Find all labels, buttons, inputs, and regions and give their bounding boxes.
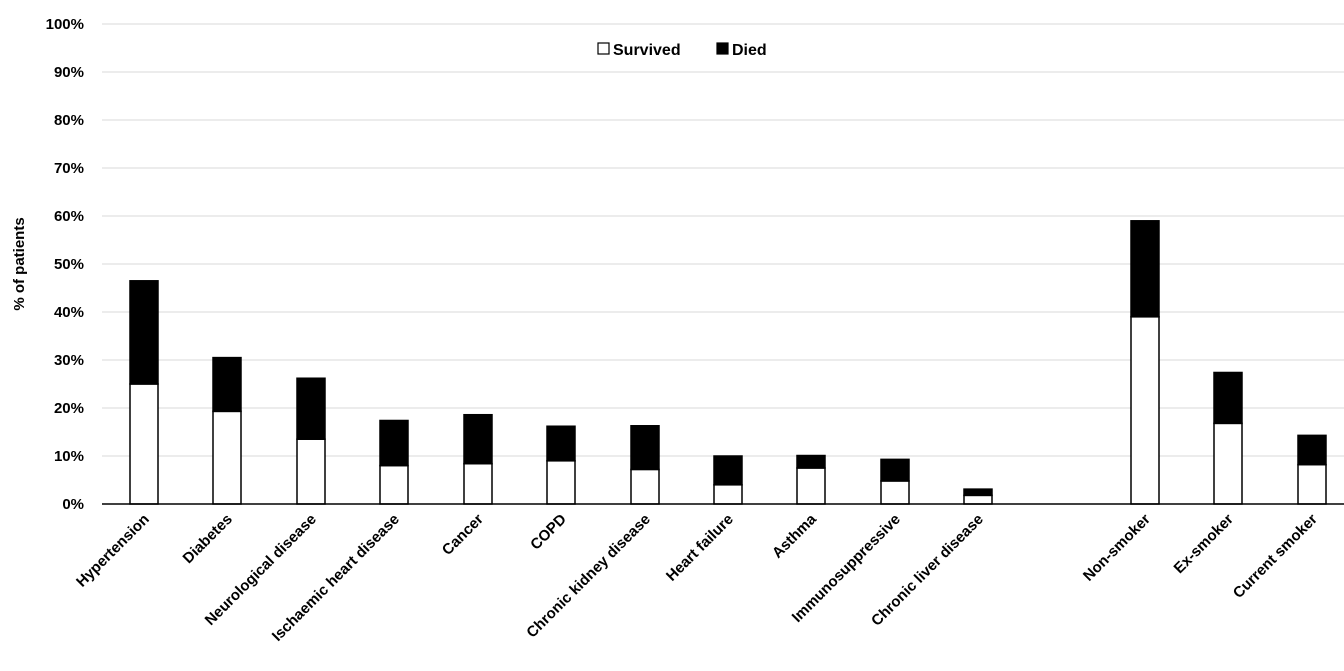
bar-survived-ischaemic-heart-disease [380, 466, 408, 504]
legend-died-label: Died [732, 42, 767, 59]
bar-survived-non-smoker [1131, 317, 1159, 504]
bar-survived-asthma [797, 468, 825, 504]
y-tick-label: 100% [46, 16, 84, 33]
bar-died-non-smoker [1131, 221, 1159, 317]
bar-survived-hypertension [130, 384, 158, 504]
bar-died-asthma [797, 456, 825, 468]
bar-died-chronic-liver-disease [964, 489, 992, 495]
x-tick-label: Cancer [439, 511, 487, 559]
bar-died-copd [547, 426, 575, 461]
bar-died-ischaemic-heart-disease [380, 420, 408, 465]
y-tick-label: 20% [54, 400, 84, 417]
x-tick-label: Non-smoker [1080, 511, 1154, 585]
bar-survived-cancer [464, 464, 492, 504]
bar-died-current-smoker [1298, 435, 1326, 464]
bar-survived-diabetes [213, 411, 241, 504]
legend-survived-swatch [598, 43, 609, 54]
bar-died-chronic-kidney-disease [631, 426, 659, 470]
bar-survived-current-smoker [1298, 465, 1326, 504]
bar-died-hypertension [130, 281, 158, 384]
y-axis-label: % of patients [11, 217, 28, 310]
bar-died-neurological-disease [297, 378, 325, 439]
bar-died-ex-smoker [1214, 372, 1242, 423]
x-tick-label: Current smoker [1230, 511, 1321, 602]
bar-survived-ex-smoker [1214, 423, 1242, 504]
x-tick-label: COPD [527, 511, 570, 554]
y-axis: 0% 10% 20% 30% 40% 50% 60% 70% 80% 90% 100% [46, 16, 84, 513]
x-tick-label: Asthma [769, 510, 820, 561]
bar-survived-neurological-disease [297, 439, 325, 504]
bars [130, 221, 1326, 504]
y-tick-label: 90% [54, 64, 84, 81]
x-tick-label: Heart failure [663, 511, 737, 585]
bar-died-heart-failure [714, 456, 742, 485]
x-tick-label: Diabetes [180, 511, 236, 567]
x-tick-label: Ex-smoker [1171, 511, 1237, 577]
y-tick-label: 60% [54, 208, 84, 225]
y-tick-label: 70% [54, 160, 84, 177]
bar-survived-chronic-liver-disease [964, 495, 992, 504]
y-tick-label: 50% [54, 256, 84, 273]
y-tick-label: 80% [54, 112, 84, 129]
bar-died-immunosuppressive [881, 459, 909, 481]
y-tick-label: 10% [54, 448, 84, 465]
bar-survived-heart-failure [714, 485, 742, 504]
y-tick-label: 0% [62, 496, 84, 513]
bar-died-diabetes [213, 358, 241, 412]
legend-died-swatch [717, 43, 728, 54]
bar-died-cancer [464, 415, 492, 464]
legend-survived-label: Survived [613, 42, 681, 59]
legend: Survived Died [598, 42, 767, 59]
bar-survived-immunosuppressive [881, 481, 909, 504]
x-tick-label: Hypertension [73, 511, 153, 591]
bar-survived-chronic-kidney-disease [631, 469, 659, 504]
bar-survived-copd [547, 461, 575, 504]
y-tick-label: 40% [54, 304, 84, 321]
y-tick-label: 30% [54, 352, 84, 369]
